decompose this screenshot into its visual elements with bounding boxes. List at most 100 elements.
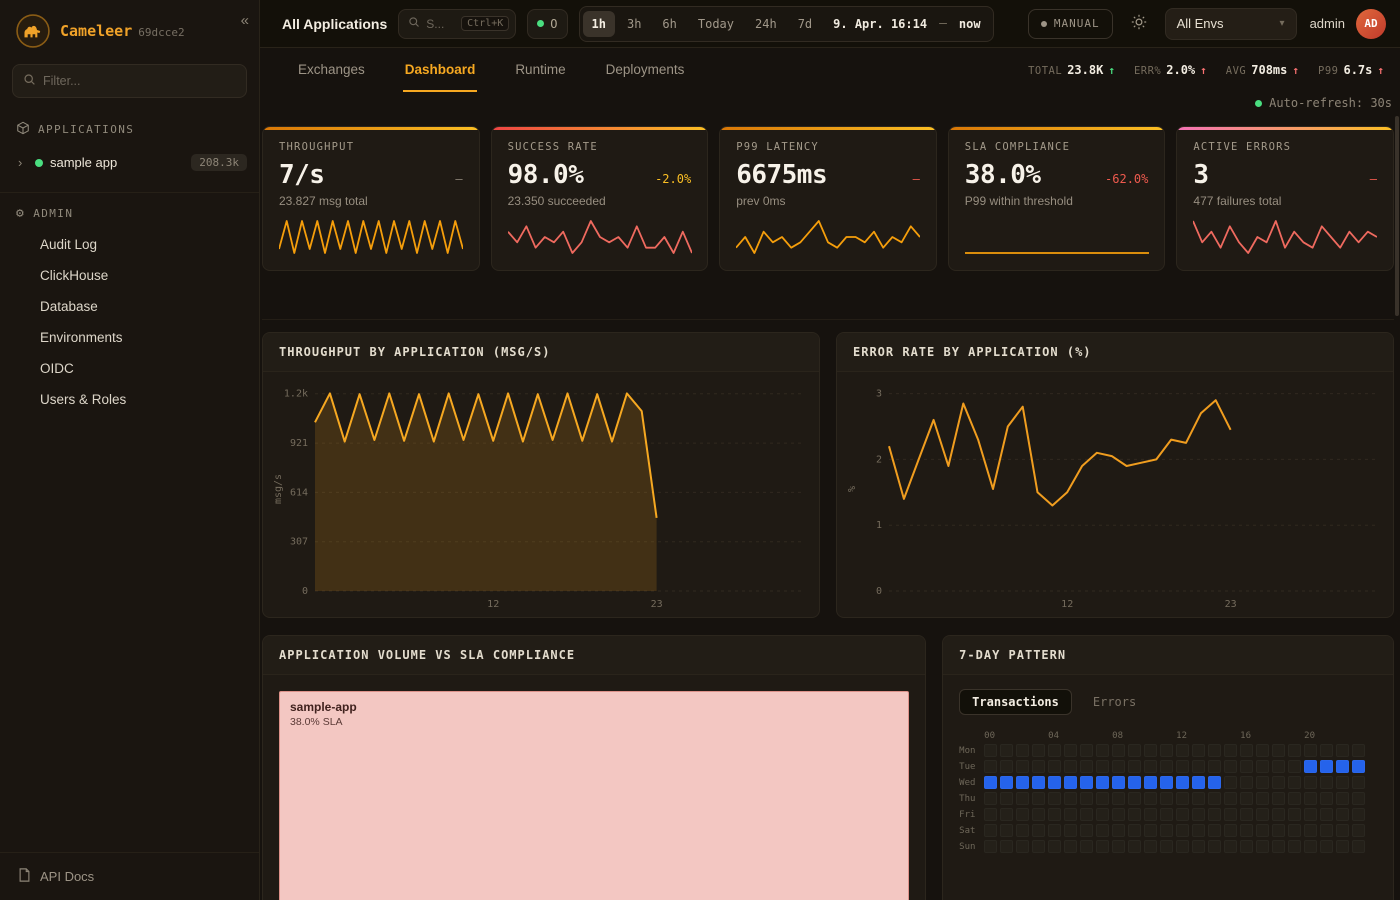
heatmap-cell[interactable]	[1144, 776, 1158, 789]
heatmap-cell[interactable]	[1192, 808, 1206, 821]
heatmap-cell[interactable]	[1240, 776, 1254, 789]
heatmap-cell[interactable]	[1096, 824, 1110, 837]
time-range-24h[interactable]: 24h	[746, 11, 786, 37]
heatmap-cell[interactable]	[1256, 808, 1270, 821]
heatmap-cell[interactable]	[1016, 824, 1030, 837]
heatmap-cell[interactable]	[1336, 744, 1350, 757]
errors-toggle-button[interactable]: Errors	[1080, 689, 1149, 715]
heatmap-cell[interactable]	[1256, 760, 1270, 773]
heatmap-cell[interactable]	[1080, 840, 1094, 853]
heatmap-cell[interactable]	[1048, 744, 1062, 757]
heatmap-cell[interactable]	[1336, 840, 1350, 853]
heatmap-cell[interactable]	[1176, 824, 1190, 837]
sidebar-item-database[interactable]: Database	[40, 299, 98, 314]
heatmap-cell[interactable]	[1256, 792, 1270, 805]
heatmap-cell[interactable]	[1224, 776, 1238, 789]
heatmap-cell[interactable]	[1256, 840, 1270, 853]
heatmap-cell[interactable]	[1320, 744, 1334, 757]
heatmap-cell[interactable]	[1032, 840, 1046, 853]
heatmap-cell[interactable]	[1144, 808, 1158, 821]
heatmap-cell[interactable]	[1320, 824, 1334, 837]
heatmap-cell[interactable]	[1000, 760, 1014, 773]
heatmap-cell[interactable]	[1272, 840, 1286, 853]
heatmap-cell[interactable]	[1304, 760, 1318, 773]
heatmap-cell[interactable]	[1144, 840, 1158, 853]
heatmap-cell[interactable]	[1304, 840, 1318, 853]
heatmap-cell[interactable]	[1176, 744, 1190, 757]
live-status-toggle[interactable]: O	[527, 8, 568, 39]
heatmap-cell[interactable]	[984, 760, 998, 773]
heatmap-cell[interactable]	[1064, 824, 1078, 837]
heatmap-cell[interactable]	[1224, 808, 1238, 821]
heatmap-cell[interactable]	[1336, 808, 1350, 821]
heatmap-cell[interactable]	[1272, 776, 1286, 789]
treemap-node-sample-app[interactable]: sample-app 38.0% SLA	[279, 691, 910, 900]
heatmap-cell[interactable]	[1176, 840, 1190, 853]
sidebar-item-clickhouse[interactable]: ClickHouse	[40, 268, 109, 283]
heatmap-cell[interactable]	[1208, 808, 1222, 821]
heatmap-cell[interactable]	[1080, 808, 1094, 821]
heatmap-cell[interactable]	[1144, 760, 1158, 773]
heatmap-cell[interactable]	[1224, 824, 1238, 837]
heatmap-cell[interactable]	[984, 776, 998, 789]
heatmap-cell[interactable]	[1320, 792, 1334, 805]
heatmap-cell[interactable]	[1048, 776, 1062, 789]
heatmap-cell[interactable]	[1000, 840, 1014, 853]
heatmap-cell[interactable]	[1064, 792, 1078, 805]
heatmap-cell[interactable]	[1208, 840, 1222, 853]
heatmap-cell[interactable]	[1288, 824, 1302, 837]
env-select[interactable]: All Envs ▾	[1164, 7, 1297, 40]
heatmap-cell[interactable]	[1160, 840, 1174, 853]
heatmap-cell[interactable]	[1256, 744, 1270, 757]
heatmap-cell[interactable]	[1048, 760, 1062, 773]
heatmap-cell[interactable]	[1112, 776, 1126, 789]
heatmap-cell[interactable]	[1016, 808, 1030, 821]
tab-dashboard[interactable]: Dashboard	[402, 48, 478, 92]
heatmap-cell[interactable]	[1224, 744, 1238, 757]
heatmap-cell[interactable]	[1240, 808, 1254, 821]
heatmap-cell[interactable]	[1144, 824, 1158, 837]
heatmap-cell[interactable]	[1112, 808, 1126, 821]
heatmap-cell[interactable]	[1320, 776, 1334, 789]
heatmap-cell[interactable]	[1208, 792, 1222, 805]
heatmap-cell[interactable]	[1064, 808, 1078, 821]
heatmap-cell[interactable]	[984, 808, 998, 821]
heatmap-cell[interactable]	[1192, 792, 1206, 805]
heatmap-cell[interactable]	[1000, 776, 1014, 789]
heatmap-cell[interactable]	[1208, 744, 1222, 757]
heatmap-cell[interactable]	[1160, 824, 1174, 837]
user-avatar[interactable]: AD	[1356, 8, 1386, 39]
heatmap-cell[interactable]	[1320, 808, 1334, 821]
heatmap-cell[interactable]	[1128, 776, 1142, 789]
heatmap-cell[interactable]	[1320, 760, 1334, 773]
heatmap-cell[interactable]	[984, 744, 998, 757]
heatmap-cell[interactable]	[1208, 824, 1222, 837]
time-range-1h[interactable]: 1h	[582, 10, 615, 37]
heatmap-cell[interactable]	[1240, 760, 1254, 773]
heatmap-cell[interactable]	[1288, 744, 1302, 757]
time-range-3h[interactable]: 3h	[618, 11, 650, 37]
heatmap-cell[interactable]	[1176, 808, 1190, 821]
heatmap-cell[interactable]	[1176, 776, 1190, 789]
heatmap-cell[interactable]	[984, 792, 998, 805]
heatmap-cell[interactable]	[1000, 792, 1014, 805]
heatmap-cell[interactable]	[1160, 808, 1174, 821]
filter-input[interactable]	[43, 74, 236, 88]
heatmap-cell[interactable]	[1352, 824, 1366, 837]
heatmap-cell[interactable]	[1240, 792, 1254, 805]
heatmap-cell[interactable]	[1288, 808, 1302, 821]
heatmap-cell[interactable]	[1160, 792, 1174, 805]
heatmap-cell[interactable]	[1128, 824, 1142, 837]
heatmap-cell[interactable]	[1160, 744, 1174, 757]
heatmap-cell[interactable]	[984, 824, 998, 837]
heatmap-cell[interactable]	[1336, 776, 1350, 789]
heatmap-cell[interactable]	[1288, 792, 1302, 805]
time-range-7d[interactable]: 7d	[789, 11, 821, 37]
heatmap-cell[interactable]	[1064, 760, 1078, 773]
heatmap-cell[interactable]	[1048, 840, 1062, 853]
heatmap-cell[interactable]	[1128, 760, 1142, 773]
heatmap-cell[interactable]	[1096, 808, 1110, 821]
heatmap-cell[interactable]	[1016, 840, 1030, 853]
heatmap-cell[interactable]	[1000, 824, 1014, 837]
heatmap-cell[interactable]	[1112, 840, 1126, 853]
